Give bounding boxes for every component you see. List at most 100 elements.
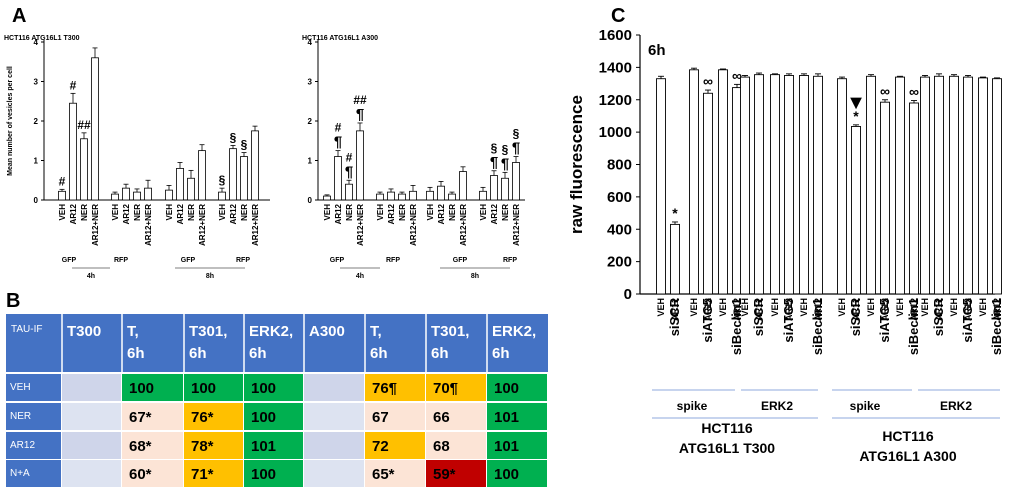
table-cell	[244, 403, 303, 430]
category-label: AR12	[670, 298, 680, 321]
category-label: AR12	[387, 203, 396, 224]
category-label: VEH	[799, 298, 809, 317]
y-tick-label: 0	[34, 196, 39, 205]
category-label: VEH	[949, 298, 959, 317]
time-label: 8h	[471, 273, 479, 280]
table-cell-value: 101	[494, 438, 519, 455]
target-label: ERK2	[940, 399, 972, 413]
table-cell	[304, 432, 364, 459]
table-cell-value: 68	[433, 438, 450, 455]
category-label: AR12	[784, 298, 794, 321]
table-row-label: AR12	[10, 440, 35, 451]
time-label: 8h	[206, 273, 214, 280]
bar	[144, 187, 152, 201]
category-label: VEH	[323, 204, 332, 221]
panel-letter-c: C	[611, 5, 625, 27]
target-label: spike	[850, 399, 881, 413]
y-tick-label: 800	[607, 157, 632, 174]
panel-letter-a: A	[12, 5, 26, 27]
y-tick-label: 4	[34, 38, 39, 47]
table-cell	[365, 374, 425, 401]
bar	[851, 126, 861, 295]
y-tick-label: 1400	[599, 59, 632, 76]
category-label: AR12+NER	[91, 204, 100, 246]
significance-mark: ∞	[703, 73, 713, 89]
time-label: 4h	[87, 273, 95, 280]
category-label: AR12+NER	[459, 204, 468, 246]
significance-mark: #	[335, 121, 342, 135]
cell-line-label: HCT116	[882, 428, 934, 444]
bar	[409, 190, 417, 201]
table-header-cell: A300	[309, 323, 345, 340]
bar	[934, 75, 944, 295]
sirna-label: siSCR	[848, 297, 863, 336]
significance-mark: ##	[77, 118, 91, 132]
significance-mark: §	[491, 141, 498, 155]
category-label: AR12	[992, 298, 1002, 321]
table-cell	[365, 432, 425, 459]
table-header-line: ERK2,	[492, 323, 536, 340]
table-cell	[62, 460, 121, 487]
table-cell	[122, 403, 183, 430]
group-label: GFP	[181, 257, 196, 264]
table-cell	[304, 460, 364, 487]
significance-mark: *	[853, 108, 859, 124]
category-label: AR12	[732, 298, 742, 321]
chart-t300: HCT116 ATG16L1 T300 Mean number of vesicl…	[4, 35, 270, 280]
category-label: AR12	[437, 203, 446, 224]
sirna-label: siBeclin1	[729, 298, 744, 355]
category-label: AR12+NER	[356, 204, 365, 246]
table-header-cell: T, 6h	[127, 323, 145, 362]
bar	[122, 187, 130, 201]
category-label: VEH	[920, 298, 930, 317]
y-tick-label: 1600	[599, 27, 632, 44]
bar	[334, 156, 342, 201]
category-label: AR12+NER	[512, 204, 521, 246]
table-cell	[426, 432, 486, 459]
significance-mark: ∞	[880, 83, 890, 99]
cell-line-label: ATG16L1 A300	[859, 448, 956, 464]
category-label: AR12	[334, 203, 343, 224]
y-tick-label: 0	[308, 196, 313, 205]
chart-title: HCT116 ATG16L1 A300	[302, 35, 378, 42]
category-label: AR12	[229, 203, 238, 224]
bar	[656, 78, 666, 295]
category-label: AR12+NER	[144, 204, 153, 246]
y-tick-label: 1000	[599, 124, 632, 141]
bar	[323, 195, 331, 201]
bar	[479, 190, 487, 201]
table-header-cell: ERK2, 6h	[249, 323, 293, 362]
table-cell-value: 71*	[191, 466, 214, 483]
bar	[784, 75, 794, 295]
bar	[133, 191, 141, 201]
table-header-cell: T301, 6h	[189, 323, 227, 362]
significance-mark: ¶	[345, 163, 353, 180]
significance-mark: ¶	[356, 106, 364, 123]
time-label: 4h	[356, 273, 364, 280]
sirna-label: siATG5	[960, 298, 975, 343]
bar	[978, 77, 988, 295]
bar	[949, 75, 959, 295]
table-header-cell: ERK2, 6h	[492, 323, 536, 362]
table-header-line: 6h	[431, 345, 449, 362]
bar	[437, 185, 445, 201]
significance-mark: ¶	[490, 154, 498, 171]
significance-mark: ¶	[512, 140, 520, 157]
sirna-label: siSCR	[751, 297, 766, 336]
category-label: AR12+NER	[198, 204, 207, 246]
table-cell-value: 65*	[372, 466, 395, 483]
category-label: AR12	[176, 203, 185, 224]
table-header-cell: TAU-IF	[11, 324, 42, 335]
significance-mark: ∞	[732, 67, 742, 83]
bar	[770, 74, 780, 295]
table-header-line: T,	[127, 323, 139, 340]
table-cell	[122, 460, 183, 487]
significance-mark: #	[346, 150, 353, 164]
group-label: RFP	[503, 257, 517, 264]
table-cell	[62, 432, 121, 459]
category-label: VEH	[740, 298, 750, 317]
table-cell-value: 100	[251, 380, 276, 397]
bar	[448, 193, 456, 201]
table-header-line: 6h	[189, 345, 207, 362]
